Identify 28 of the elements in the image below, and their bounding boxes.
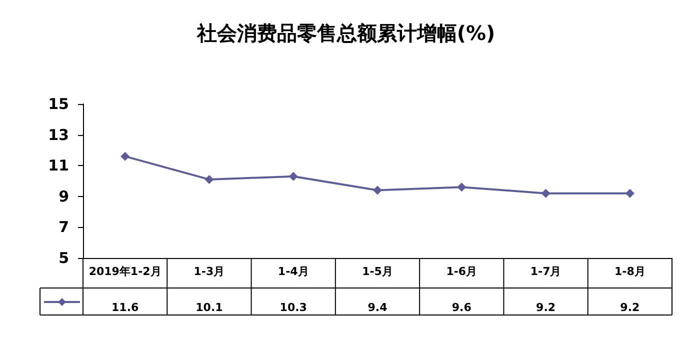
y-tick-label: 13: [48, 126, 69, 144]
y-tick-label: 7: [58, 218, 69, 236]
data-label: 11.6: [112, 301, 139, 314]
x-tick-label: 1-7月: [530, 265, 562, 278]
point: [541, 188, 550, 198]
y-tick-label: 11: [48, 156, 69, 175]
data-label: 9.6: [452, 301, 472, 314]
y-tick-label: 9: [58, 187, 69, 206]
x-tick-label: 2019年1-2月: [88, 265, 162, 278]
data-label: 10.3: [280, 301, 307, 314]
chart-title: 社会消费品零售总额累计增幅(%): [196, 21, 496, 45]
point: [204, 174, 214, 184]
y-tick-label: 15: [48, 95, 69, 113]
x-tick-label: 1-3月: [194, 265, 225, 278]
data-label: 9.2: [620, 301, 640, 314]
x-tick-label: 1-8月: [614, 265, 646, 278]
x-tick-label: 1-5月: [362, 265, 393, 278]
x-tick-label: 1-6月: [446, 265, 478, 278]
point: [457, 182, 466, 192]
data-label: 10.1: [196, 301, 223, 314]
point: [625, 188, 634, 198]
point: [288, 172, 298, 181]
point: [373, 186, 382, 195]
data-label: 9.2: [536, 301, 556, 314]
data-label: 9.4: [368, 301, 388, 314]
x-tick-label: 1-4月: [278, 265, 309, 278]
point: [120, 152, 130, 161]
y-tick-label: 5: [58, 249, 69, 267]
